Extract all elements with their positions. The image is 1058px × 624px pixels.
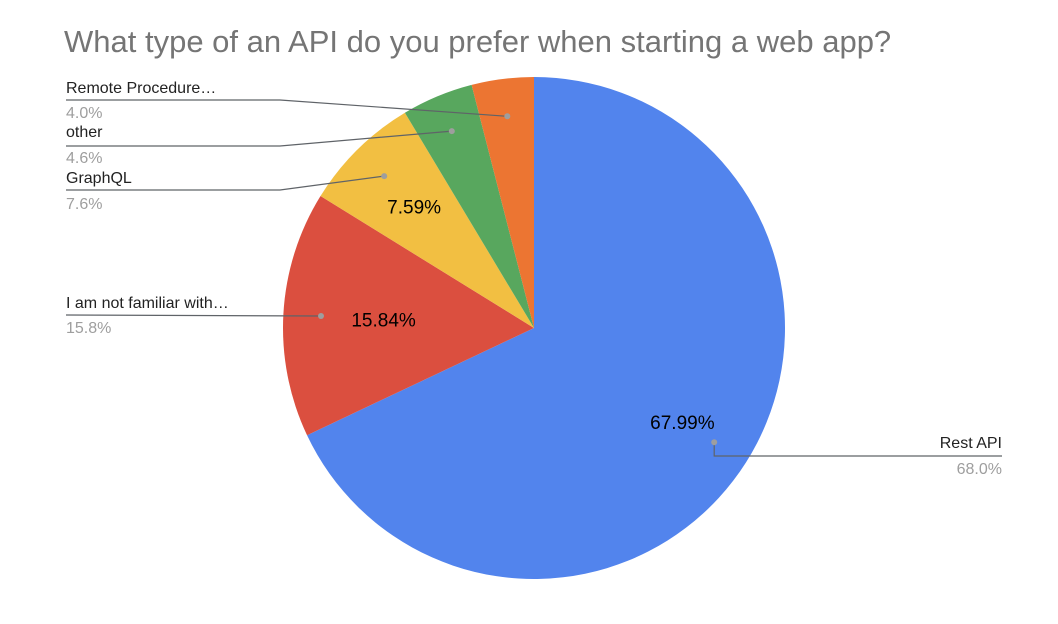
slice-3-percent: 7.6% [66, 196, 102, 213]
slice-1-leader-line [713, 442, 1002, 457]
slice-4-leader-dot [448, 128, 455, 135]
slice-5-leader-line [66, 99, 508, 117]
slice-5-leader-dot [504, 113, 511, 120]
slice-4 [404, 84, 534, 328]
slice-5-percent: 4.0% [66, 105, 102, 122]
slice-1-percent: 68.0% [957, 461, 1002, 478]
slice-1-label: Rest API [940, 435, 1002, 452]
slice-2-inner-label: 15.84% [351, 311, 416, 332]
slice-3-leader-line [66, 175, 385, 191]
slice-2-label: I am not familiar with… [66, 295, 229, 312]
slice-3 [320, 112, 534, 328]
chart-title: What type of an API do you prefer when s… [64, 24, 891, 59]
slice-4-label: other [66, 124, 103, 141]
slice-2 [282, 196, 534, 436]
pie-slices [282, 77, 786, 579]
slice-1 [307, 77, 786, 579]
slice-2-leader-line [65, 314, 322, 317]
slice-5 [471, 77, 534, 328]
slice-3-leader-dot [381, 173, 388, 180]
slice-2-leader-dot [318, 313, 324, 319]
slice-1-inner-label: 67.99% [650, 413, 715, 434]
leader-lines [65, 99, 1002, 457]
slice-1-leader-dot [711, 439, 718, 446]
slice-labels: 67.99% Rest API 68.0% 15.84% I am not famili… [66, 80, 1002, 478]
slice-2-percent: 15.8% [66, 320, 111, 337]
slice-3-label: GraphQL [66, 170, 132, 187]
slice-3-inner-label: 7.59% [387, 198, 441, 219]
slice-4-percent: 4.6% [66, 150, 102, 167]
slice-5-label: Remote Procedure… [66, 80, 216, 97]
slice-4-leader-line [66, 130, 452, 147]
